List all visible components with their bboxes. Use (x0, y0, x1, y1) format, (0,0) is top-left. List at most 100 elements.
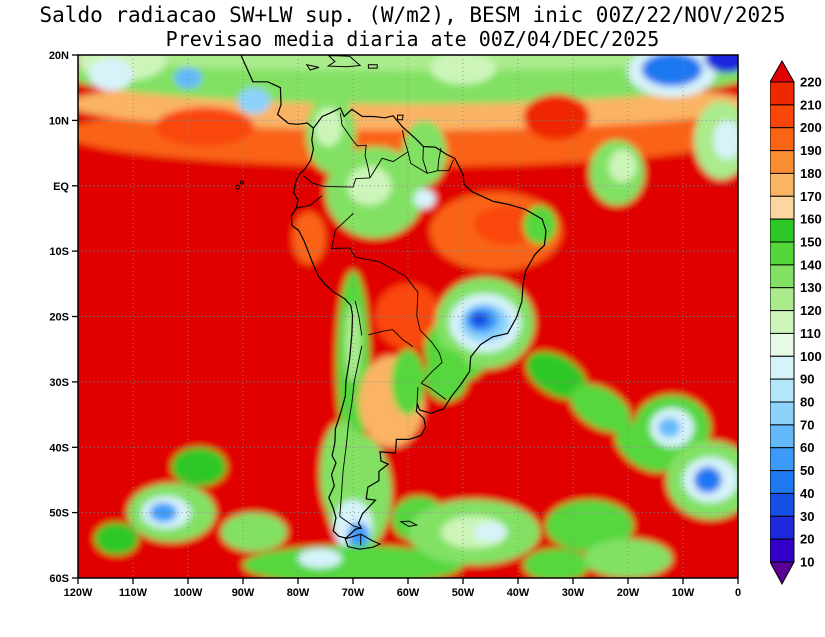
country-border (330, 212, 361, 259)
colorbar-arrow-low (770, 561, 795, 586)
colorbar-segment (770, 150, 795, 174)
lon-tick-label: 30W (562, 587, 585, 599)
country-border (339, 113, 371, 178)
lat-tick-label: 40S (49, 442, 69, 454)
country-border (419, 329, 443, 384)
colorbar-segment (770, 104, 795, 129)
field-contours (78, 55, 738, 578)
colorbar-tick-label: 70 (800, 417, 814, 432)
colorbar-segment (770, 332, 795, 357)
colorbar-segment (770, 470, 795, 495)
colorbar-segment (770, 447, 795, 472)
colorbar-legend: 220 210 200 190 180 170 160 150 140 130 120 110 100 9… (770, 60, 822, 586)
colorbar-segment (770, 424, 795, 449)
colorbar-segment (770, 218, 795, 243)
lon-tick-label: 70W (342, 587, 365, 599)
country-border (416, 387, 419, 408)
lon-tick-label: 120W (64, 587, 93, 599)
colorbar-tick-label: 100 (800, 349, 822, 364)
island-outline (397, 114, 404, 121)
colorbar-tick-label: 170 (800, 189, 822, 204)
tierra-del-fuego-outline (344, 533, 382, 550)
map-outlines (235, 55, 547, 550)
lat-tick-label: EQ (53, 181, 69, 193)
colorbar-segment (770, 195, 795, 220)
colorbar-tick-label: 130 (800, 280, 822, 295)
colorbar-segment (770, 241, 795, 266)
colorbar-tick-label: 200 (800, 120, 822, 135)
colorbar-segment (770, 172, 795, 197)
country-border (420, 382, 447, 400)
colorbar-segment (770, 378, 795, 403)
colorbar-segment (770, 264, 795, 289)
country-border (360, 257, 421, 331)
colorbar-segment (770, 538, 795, 563)
lon-tick-label: 50W (452, 587, 475, 599)
lat-tick-label: 50S (49, 508, 69, 520)
colorbar-segment (770, 287, 795, 312)
colorbar-segment (770, 310, 795, 335)
lon-tick-label: 80W (287, 587, 310, 599)
colorbar-tick-label: 20 (800, 532, 814, 547)
lon-tick-label: 20W (617, 587, 640, 599)
country-border (368, 329, 393, 336)
country-border (437, 147, 442, 171)
lat-tick-label: 30S (49, 377, 69, 389)
country-border (339, 345, 363, 529)
galapagos-islands (239, 180, 244, 185)
country-border (354, 300, 363, 336)
lat-tick-label: 60S (49, 573, 69, 585)
colorbar-tick-label: 180 (800, 166, 822, 181)
chart-title: Saldo radiacao SW+LW sup. (W/m2), BESM i… (39, 3, 786, 27)
coastline (240, 55, 547, 539)
colorbar-segment (770, 492, 795, 517)
lat-tick-label: 20S (49, 312, 69, 324)
colorbar-tick-label: 30 (800, 509, 814, 524)
colorbar-tick-label: 160 (800, 212, 822, 227)
country-border (369, 151, 455, 179)
island-outline (305, 64, 320, 71)
country-border (296, 195, 323, 209)
country-border (402, 130, 409, 152)
island-outline (326, 55, 362, 68)
colorbar-tick-label: 210 (800, 97, 822, 112)
galapagos-islands (235, 184, 240, 190)
country-border (303, 175, 371, 188)
colorbar-tick-label: 120 (800, 303, 822, 318)
country-border (422, 146, 428, 174)
colorbar-segment (770, 515, 795, 540)
colorbar-tick-label: 220 (800, 75, 822, 90)
colorbar-tick-label: 40 (800, 486, 814, 501)
colorbar-tick-label: 10 (800, 555, 814, 570)
island-outline (367, 64, 378, 69)
lat-axis: 20N 10N EQ 10S 20S 30S 40S 50S 60S (49, 50, 78, 585)
lon-tick-label: 90W (232, 587, 255, 599)
colorbar-tick-label: 190 (800, 143, 822, 158)
chart-subtitle: Previsao media diaria ate 00Z/04/DEC/202… (165, 27, 660, 51)
colorbar-tick-label: 50 (800, 463, 814, 478)
lon-tick-label: 100W (174, 587, 203, 599)
colorbar-arrow-high (770, 60, 795, 83)
colorbar-segment (770, 127, 795, 152)
colorbar-tick-label: 60 (800, 440, 814, 455)
colorbar-segment (770, 355, 795, 380)
colorbar-tick-label: 150 (800, 235, 822, 250)
lon-axis: 120W 110W 100W 90W 80W 70W 60W 50W 40W 30W 20W 10W 0 (64, 578, 741, 599)
contour-map: 20N 10N EQ 10S 20S 30S 40S 50S 60S 120W 110W 100W 9… (49, 50, 741, 599)
colorbar-tick-label: 140 (800, 257, 822, 272)
lat-tick-label: 20N (49, 50, 69, 62)
lon-tick-label: 40W (507, 587, 530, 599)
colorbar-segment (770, 401, 795, 426)
colorbar-segment (770, 81, 795, 106)
colorbar-tick-label: 90 (800, 372, 814, 387)
colorbar-tick-label: 110 (800, 326, 821, 341)
country-border (392, 329, 414, 347)
lon-tick-label: 110W (119, 587, 148, 599)
colorbar-tick-label: 80 (800, 395, 814, 410)
lat-tick-label: 10N (49, 115, 69, 127)
lon-tick-label: 60W (397, 587, 420, 599)
island-outline (399, 520, 419, 527)
lon-tick-label: 10W (672, 587, 695, 599)
lat-tick-label: 10S (49, 246, 69, 258)
